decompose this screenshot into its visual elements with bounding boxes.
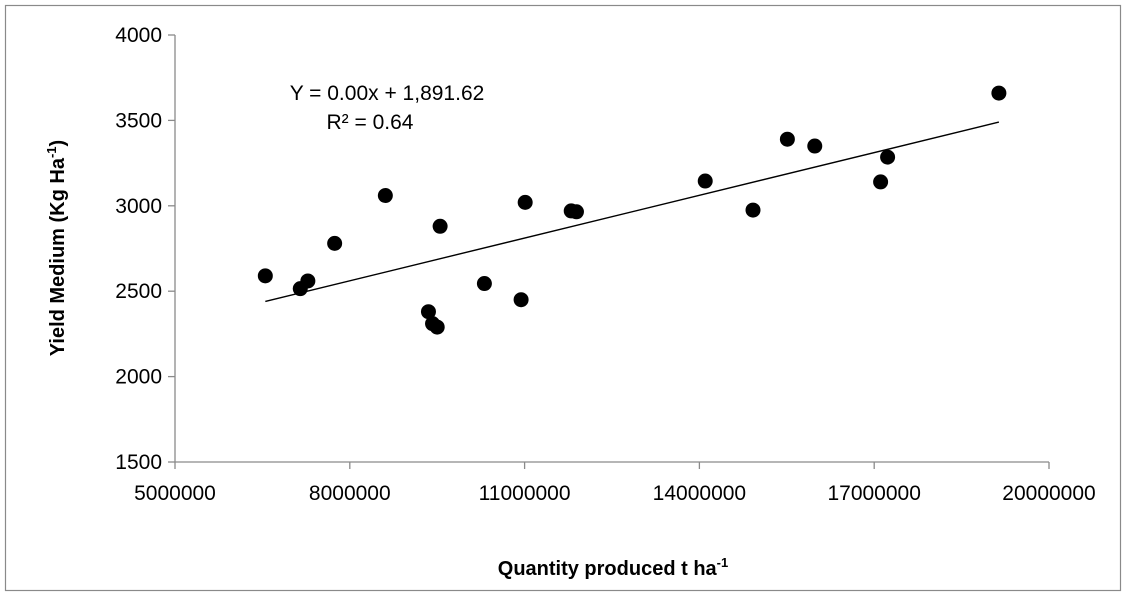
y-axis-title: Yield Medium (Kg Ha-1) xyxy=(44,140,69,356)
data-point xyxy=(568,204,584,220)
data-point xyxy=(476,276,492,292)
y-tick-label: 2500 xyxy=(115,280,162,303)
x-axis-title: Quantity produced t ha-1 xyxy=(498,555,728,580)
x-axis-title-main: Quantity produced t ha xyxy=(498,558,718,580)
data-point xyxy=(327,235,343,251)
data-point xyxy=(300,273,316,289)
r-squared-label: R² = 0.64 xyxy=(327,111,414,134)
data-point xyxy=(257,268,273,284)
x-ticks: 5000000 8000000 11000000 14000000 17000000 20… xyxy=(134,462,1096,505)
chart-border xyxy=(4,4,1122,592)
y-axis-title-superscript: -1 xyxy=(44,146,59,158)
trendline xyxy=(265,121,1000,303)
data-point xyxy=(873,174,889,190)
data-point xyxy=(517,194,533,210)
data-point xyxy=(779,131,795,147)
x-axis-title-superscript: -1 xyxy=(717,555,729,570)
data-point xyxy=(377,188,393,204)
data-point xyxy=(807,138,823,154)
data-point xyxy=(697,173,713,189)
x-tick-label: 14000000 xyxy=(653,482,746,505)
axes xyxy=(174,35,1049,463)
y-axis-title-close: ) xyxy=(47,140,69,147)
y-ticks: 1500 2000 2500 3000 3500 4000 xyxy=(115,24,175,474)
x-tick-label: 11000000 xyxy=(479,482,571,505)
x-tick-label: 8000000 xyxy=(309,482,391,505)
x-tick-label: 17000000 xyxy=(827,482,920,505)
y-tick-label: 2000 xyxy=(115,366,162,389)
data-point xyxy=(429,319,445,335)
y-axis-title-main: Yield Medium (Kg Ha xyxy=(47,157,69,356)
x-tick-label: 5000000 xyxy=(134,482,216,505)
data-point xyxy=(991,85,1007,101)
trend-equation: Y = 0.00x + 1,891.62 xyxy=(290,82,485,105)
data-point xyxy=(745,202,761,218)
y-tick-label: 1500 xyxy=(115,451,162,474)
data-points xyxy=(257,85,1007,335)
data-point xyxy=(880,149,896,165)
y-tick-label: 3000 xyxy=(115,195,162,218)
y-tick-label: 4000 xyxy=(115,24,162,47)
y-tick-label: 3500 xyxy=(115,109,162,132)
data-point xyxy=(420,304,436,320)
x-tick-label: 20000000 xyxy=(1002,482,1095,505)
data-point xyxy=(432,218,448,234)
data-point xyxy=(513,292,529,308)
